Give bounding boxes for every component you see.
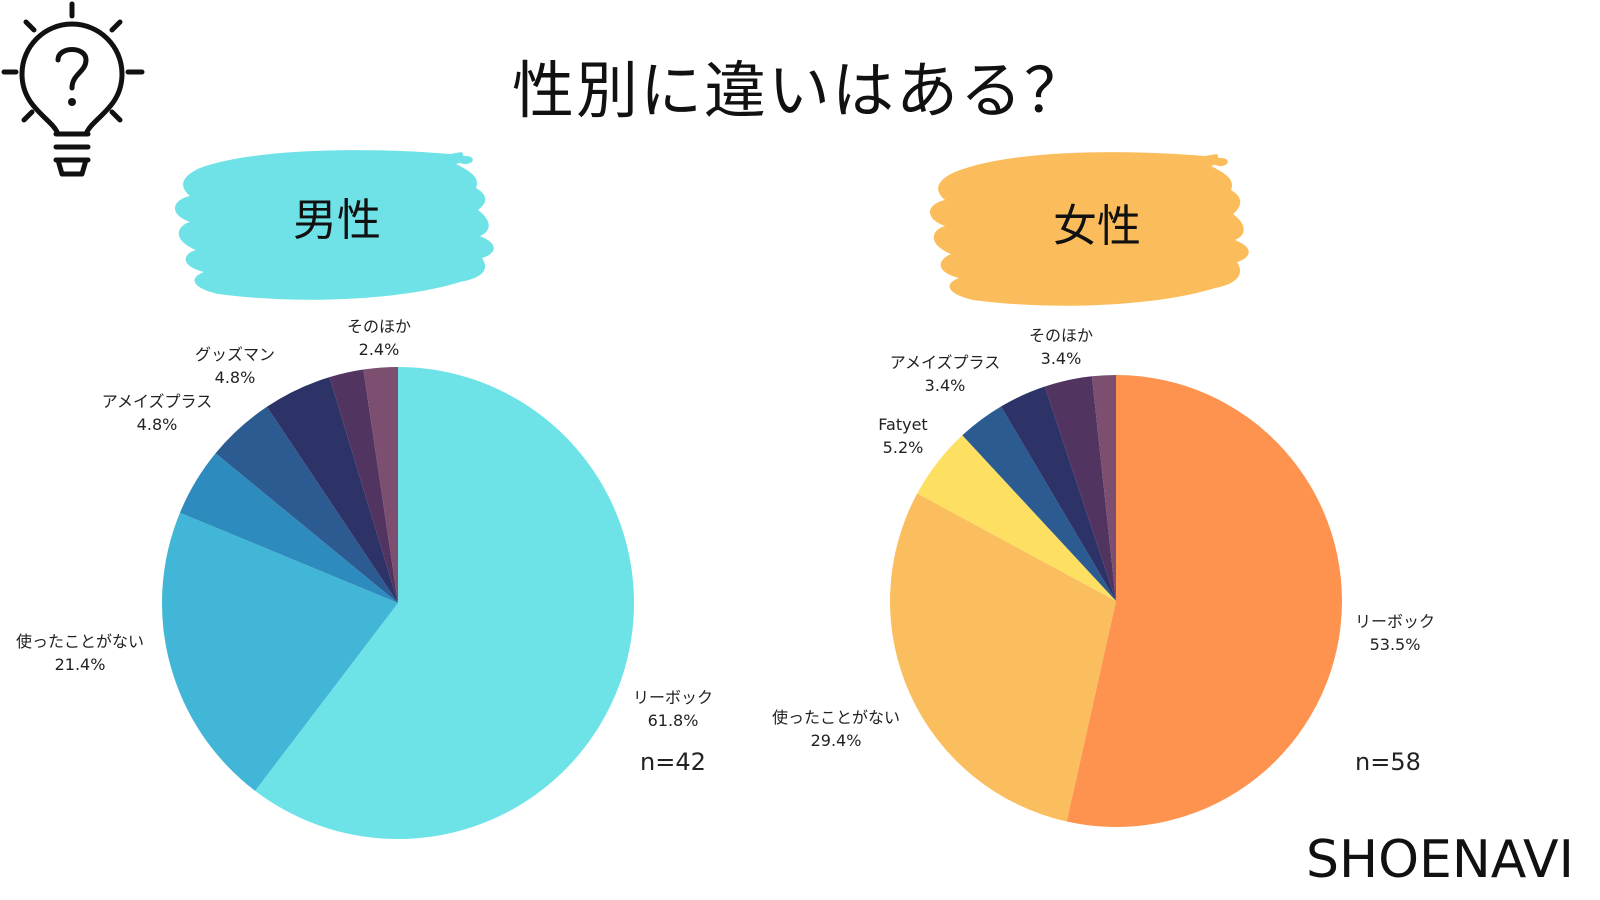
female-label-amazeplus-name: アメイズプラス <box>889 353 1001 372</box>
female-pie-slice-0 <box>1066 375 1342 827</box>
male-pie-slice-0 <box>255 367 634 839</box>
female-label-reebok-value: 53.5% <box>1369 635 1421 654</box>
female-label-never-used-value: 29.4% <box>810 731 862 750</box>
female-label-other-value: 3.4% <box>1040 349 1082 368</box>
male-label-other-value: 2.4% <box>358 340 400 359</box>
male-pie-slice-1 <box>161 512 398 791</box>
male-pie-slice-6 <box>363 367 398 603</box>
male-label-reebok: リーボック 61.8% <box>633 686 713 732</box>
page-title: 性別に違いはある？ <box>511 54 1088 127</box>
female-label-fatyet-name: Fatyet <box>878 415 928 434</box>
female-brush-stroke <box>929 152 1249 306</box>
female-pie-slice-1 <box>889 493 1116 822</box>
male-label-goodsman: グッズマン 4.8% <box>195 343 275 389</box>
female-sample-size: n=58 <box>1355 748 1421 776</box>
female-pie-slice-6 <box>1091 375 1116 601</box>
male-brush-stroke <box>174 150 494 300</box>
male-label-never-used-value: 21.4% <box>54 655 106 674</box>
female-pie-slice-4 <box>1000 386 1116 601</box>
male-chart-title: 男性 <box>293 195 381 246</box>
female-pie-slice-3 <box>962 406 1116 601</box>
female-label-reebok: リーボック 53.5% <box>1355 610 1435 656</box>
male-pie-slice-5 <box>329 369 398 603</box>
male-label-amazeplus-name: アメイズプラス <box>101 392 213 411</box>
female-label-never-used: 使ったことがない 29.4% <box>772 706 900 752</box>
female-label-fatyet: Fatyet 5.2% <box>878 413 927 459</box>
male-pie-slice-4 <box>266 377 398 603</box>
female-label-amazeplus: アメイズプラス 3.4% <box>890 351 1000 397</box>
female-chart-title: 女性 <box>1053 201 1141 252</box>
female-label-amazeplus-value: 3.4% <box>924 376 966 395</box>
female-label-reebok-name: リーボック <box>1354 612 1436 631</box>
lightbulb-question-icon <box>1 1 145 177</box>
male-label-never-used-name: 使ったことがない <box>15 632 145 651</box>
female-label-other: そのほか 3.4% <box>1029 324 1093 370</box>
male-pie-slice-2 <box>179 453 398 603</box>
female-label-fatyet-value: 5.2% <box>882 438 924 457</box>
male-label-reebok-name: リーボック <box>632 688 714 707</box>
male-label-amazeplus-value: 4.8% <box>136 415 178 434</box>
male-label-other-name: そのほか <box>346 317 412 336</box>
male-label-never-used: 使ったことがない 21.4% <box>16 630 144 676</box>
male-label-goodsman-value: 4.8% <box>214 368 256 387</box>
male-label-other: そのほか 2.4% <box>347 315 411 361</box>
female-pie-slice-5 <box>1044 376 1116 601</box>
female-pie-slice-2 <box>917 435 1116 601</box>
female-label-never-used-name: 使ったことがない <box>771 708 901 727</box>
brand-logo-text: SHOENAVI <box>1306 830 1574 890</box>
male-pie-slice-3 <box>215 406 398 603</box>
male-label-reebok-value: 61.8% <box>647 711 699 730</box>
male-label-amazeplus: アメイズプラス 4.8% <box>102 390 212 436</box>
male-label-goodsman-name: グッズマン <box>194 345 276 364</box>
male-sample-size: n=42 <box>640 748 706 776</box>
female-label-other-name: そのほか <box>1028 326 1094 345</box>
